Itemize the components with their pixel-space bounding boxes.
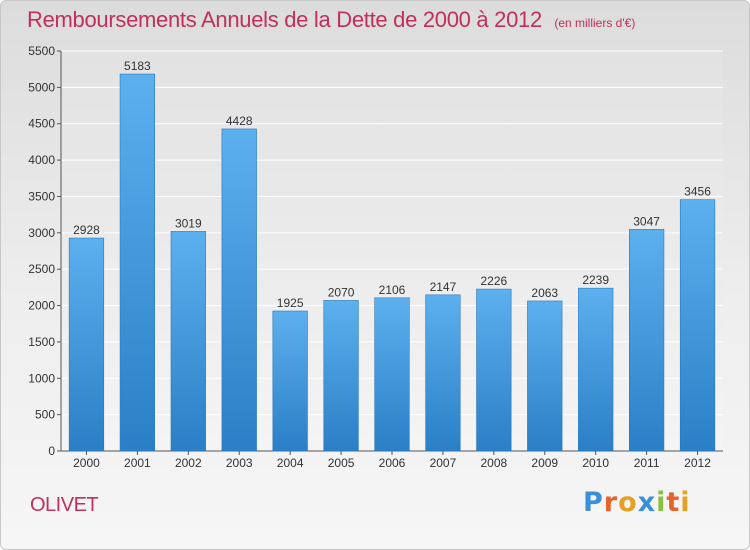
logo-letter: x: [637, 487, 657, 518]
bar-value-label: 2226: [480, 274, 507, 288]
y-tick-label: 2000: [28, 299, 55, 313]
x-tick-label: 2011: [634, 456, 660, 470]
proxiti-logo: Proxiti: [583, 487, 691, 518]
bar-value-label: 3047: [633, 214, 660, 228]
bar-value-label: 2239: [582, 273, 609, 287]
x-tick-label: 2004: [277, 456, 304, 470]
chart-subtitle: (en milliers d'€): [554, 16, 636, 30]
bar: [679, 199, 716, 452]
chart-title: Remboursements Annuels de la Dette de 20…: [27, 7, 542, 32]
bar-value-label: 1925: [277, 296, 304, 310]
bar-value-label: 4428: [226, 114, 253, 128]
x-tick-label: 2000: [73, 456, 100, 470]
bar-value-label: 2928: [73, 223, 100, 237]
x-tick-label: 2007: [430, 456, 457, 470]
value-labels: 2928 5183 3019 4428 1925 2070 2106 2147 2226 2063…: [73, 59, 711, 310]
y-tick-label: 500: [35, 408, 55, 422]
bar: [272, 310, 308, 452]
bar-value-label: 5183: [124, 59, 151, 73]
x-tick-label: 2003: [226, 456, 253, 470]
bars: [68, 73, 716, 452]
x-tick-label: 2012: [684, 456, 711, 470]
y-tick-labels: 0 500 1000 1500 2000 2500 3000 3500 4000 4500 5000…: [28, 44, 55, 458]
bar: [629, 229, 665, 452]
y-tick-label: 5000: [28, 80, 55, 94]
logo-letter: i: [656, 487, 667, 518]
x-tick-label: 2002: [175, 456, 202, 470]
logo-letter: t: [666, 487, 681, 518]
y-tick-label: 5500: [28, 44, 55, 58]
x-tick-label: 2009: [531, 456, 558, 470]
bar: [425, 294, 461, 452]
bar: [374, 297, 410, 452]
x-tick-label: 2005: [328, 456, 355, 470]
x-tick-label: 2010: [582, 456, 609, 470]
bar-value-label: 2147: [430, 280, 457, 294]
logo-letter: P: [583, 487, 604, 518]
chart-title-row: Remboursements Annuels de la Dette de 20…: [27, 7, 635, 33]
x-tick-label: 2008: [480, 456, 507, 470]
bar: [578, 287, 614, 452]
bar-value-label: 2070: [328, 285, 355, 299]
bar: [170, 231, 206, 452]
bar: [323, 300, 359, 452]
commune-name: OLIVET: [30, 494, 99, 516]
x-tick-label: 2001: [124, 456, 151, 470]
bar: [119, 73, 155, 452]
bar: [68, 237, 105, 452]
logo-letter: r: [603, 487, 619, 518]
bar-value-label: 2063: [531, 286, 558, 300]
y-tick-label: 3500: [28, 189, 55, 203]
y-tick-label: 1500: [28, 335, 55, 349]
y-tick-label: 2500: [28, 262, 55, 276]
x-tick-labels: 2000 2001 2002 2003 2004 2005 2006 2007 2008 2009…: [73, 456, 711, 470]
bar: [527, 300, 563, 452]
y-tick-label: 3000: [28, 226, 55, 240]
bar: [221, 128, 257, 452]
logo-letter: i: [680, 487, 691, 518]
y-tick-label: 4500: [28, 117, 55, 131]
y-tick-label: 1000: [28, 371, 55, 385]
x-tick-label: 2006: [379, 456, 406, 470]
logo-letter: o: [618, 487, 638, 518]
bar: [476, 288, 512, 452]
y-tick-label: 4000: [28, 153, 55, 167]
bar-value-label: 2106: [379, 283, 406, 297]
y-tick-label: 0: [48, 444, 55, 458]
bar-value-label: 3019: [175, 216, 202, 230]
bar-value-label: 3456: [684, 185, 711, 199]
